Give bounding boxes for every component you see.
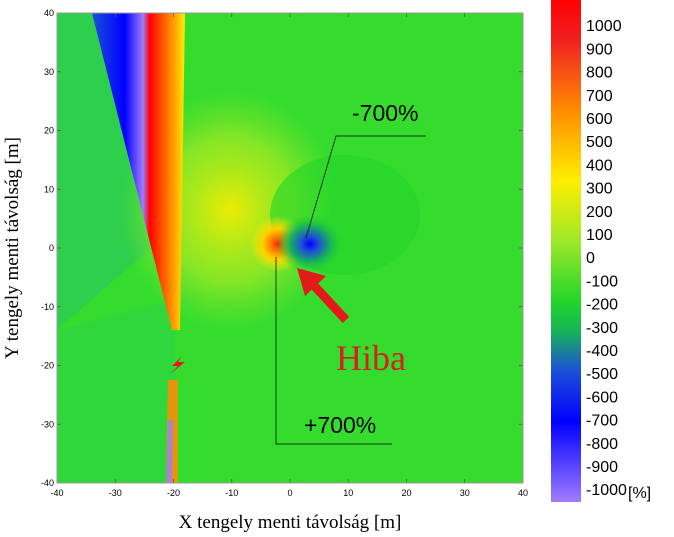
y-tick-labels: 40 30 20 10 0 -10 -20 -30 -40 — [41, 8, 54, 488]
x-tick-labels: -40 -30 -20 -10 0 10 20 30 40 — [50, 488, 528, 498]
colorbar-label: 800 — [586, 65, 613, 82]
y-tick-label: -40 — [41, 478, 54, 488]
negative-peak — [276, 214, 344, 274]
discontinuity-band — [92, 13, 185, 330]
colorbar-label: -300 — [586, 320, 618, 337]
annotation-plus-700: +700% — [304, 412, 376, 438]
colorbar-label: -1000 — [586, 482, 627, 499]
annotation-hiba: Hiba — [336, 338, 406, 378]
lower-band-purple — [166, 420, 173, 483]
x-tick-label: 20 — [401, 488, 411, 498]
colorbar-label: 100 — [586, 227, 613, 244]
x-tick-label: 30 — [460, 488, 470, 498]
y-tick-label: -20 — [41, 361, 54, 371]
y-tick-marks — [57, 13, 523, 483]
colorbar-label: 400 — [586, 157, 613, 174]
colorbar-labels: 10009008007006005004003002001000-100-200… — [586, 18, 627, 499]
y-tick-label: 30 — [44, 67, 54, 77]
colorbar-label: -800 — [586, 436, 618, 453]
x-tick-label: -20 — [167, 488, 180, 498]
colorbar-unit: [%] — [628, 485, 651, 502]
y-tick-label: 40 — [44, 8, 54, 18]
y-tick-label: 0 — [49, 243, 54, 253]
x-tick-label: -10 — [225, 488, 238, 498]
x-tick-label: -40 — [50, 488, 63, 498]
fault-bolt-icon — [170, 356, 185, 374]
leader-line-top — [305, 135, 426, 239]
leader-line-bottom — [275, 257, 392, 445]
colorbar-label: 600 — [586, 111, 613, 128]
x-axis-title: X tengely menti távolság [m] — [179, 512, 402, 533]
y-tick-label: -10 — [41, 302, 54, 312]
x-tick-label: 0 — [287, 488, 292, 498]
colorbar — [551, 0, 581, 502]
colorbar-label: 700 — [586, 88, 613, 105]
x-tick-label: 10 — [343, 488, 353, 498]
colorbar-label: -700 — [586, 413, 618, 430]
colorbar-label: 0 — [586, 250, 595, 267]
x-tick-label: 40 — [518, 488, 528, 498]
colorbar-label: -400 — [586, 343, 618, 360]
colorbar-label: 500 — [586, 134, 613, 151]
annotation-minus-700: -700% — [352, 100, 418, 126]
plot-area — [57, 13, 523, 483]
colorbar-label: 900 — [586, 41, 613, 58]
y-axis-title: Y tengely menti távolság [m] — [2, 137, 23, 359]
x-tick-marks — [57, 13, 523, 483]
colorbar-label: -200 — [586, 297, 618, 314]
y-tick-label: 10 — [44, 184, 54, 194]
y-tick-label: 20 — [44, 126, 54, 136]
colorbar-label: 300 — [586, 181, 613, 198]
colorbar-label: 1000 — [586, 18, 622, 35]
field-lower-left-green — [57, 300, 175, 483]
plot-frame — [56, 12, 524, 484]
colorbar-label: -600 — [586, 389, 618, 406]
colorbar-label: -100 — [586, 273, 618, 290]
colorbar-label: -900 — [586, 459, 618, 476]
y-tick-label: -30 — [41, 419, 54, 429]
colorbar-label: -500 — [586, 366, 618, 383]
fault-arrow — [297, 268, 350, 324]
x-tick-label: -30 — [109, 488, 122, 498]
colorbar-label: 200 — [586, 204, 613, 221]
